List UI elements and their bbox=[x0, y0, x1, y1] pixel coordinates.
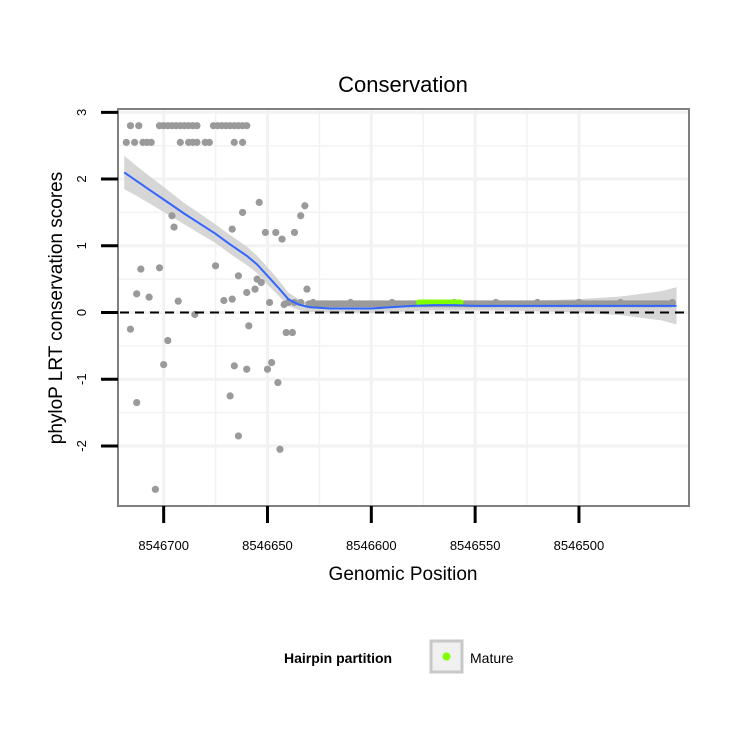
data-point bbox=[135, 122, 143, 130]
smooth-line-layer bbox=[123, 171, 677, 310]
data-point bbox=[268, 358, 276, 367]
x-axis-title: Genomic Position bbox=[329, 564, 478, 585]
data-point bbox=[251, 285, 259, 293]
data-point bbox=[272, 228, 280, 237]
data-point bbox=[297, 212, 305, 220]
smooth-line bbox=[123, 171, 677, 310]
x-tick-label: 8546650 bbox=[242, 538, 293, 553]
x-tick-label: 8546500 bbox=[554, 538, 605, 553]
data-point bbox=[492, 298, 500, 307]
data-point bbox=[151, 485, 159, 493]
data-point bbox=[303, 285, 311, 293]
data-point bbox=[155, 264, 164, 272]
data-point bbox=[133, 398, 141, 407]
data-point bbox=[234, 272, 243, 280]
data-point bbox=[220, 296, 228, 305]
data-point bbox=[288, 328, 297, 337]
data-point bbox=[176, 138, 184, 146]
data-point bbox=[205, 138, 213, 146]
data-point bbox=[276, 445, 284, 453]
legend-label-mature: Mature bbox=[470, 650, 514, 666]
data-point bbox=[131, 138, 139, 146]
data-point bbox=[238, 138, 247, 146]
data-point bbox=[147, 138, 155, 146]
data-point bbox=[346, 298, 355, 307]
data-point bbox=[668, 298, 676, 307]
x-tick-label: 8546550 bbox=[450, 538, 501, 553]
data-point bbox=[265, 298, 274, 307]
data-point bbox=[133, 290, 141, 298]
legend-title: Hairpin partition bbox=[284, 650, 392, 666]
y-tick-label: 2 bbox=[74, 175, 89, 182]
x-tick-label: 8546700 bbox=[138, 538, 189, 553]
y-tick-label: -1 bbox=[74, 373, 89, 385]
data-point bbox=[533, 298, 542, 307]
data-point bbox=[126, 325, 135, 333]
data-point bbox=[274, 378, 282, 387]
chart-title: Conservation bbox=[338, 72, 468, 97]
data-point bbox=[145, 293, 153, 301]
data-point bbox=[282, 328, 290, 337]
data-point bbox=[137, 265, 145, 273]
data-point bbox=[234, 432, 243, 440]
data-point bbox=[228, 295, 236, 303]
data-point bbox=[245, 322, 253, 330]
data-point bbox=[228, 225, 236, 233]
x-axis: 8546700 8546650 8546600 8546550 8546500 bbox=[138, 506, 604, 553]
data-point bbox=[301, 202, 309, 210]
data-point bbox=[122, 138, 130, 146]
legend-key-mature-dot bbox=[442, 652, 451, 661]
panel-border bbox=[117, 108, 690, 507]
data-point bbox=[174, 297, 182, 305]
legend: Hairpin partition Mature bbox=[284, 639, 514, 674]
x-tick-label: 8546600 bbox=[346, 538, 397, 553]
data-point bbox=[226, 392, 234, 400]
data-point bbox=[211, 262, 220, 270]
y-tick-label: -2 bbox=[74, 440, 89, 452]
confidence-ribbon bbox=[124, 155, 677, 325]
data-point bbox=[263, 365, 272, 373]
data-point bbox=[160, 360, 168, 369]
data-point bbox=[230, 138, 238, 146]
y-tick-label: 3 bbox=[74, 109, 89, 116]
y-axis: -2 -1 0 1 2 3 bbox=[74, 109, 118, 452]
data-point bbox=[309, 298, 317, 307]
data-point bbox=[255, 198, 263, 207]
data-point bbox=[238, 208, 247, 217]
data-point bbox=[243, 288, 251, 297]
data-point bbox=[164, 336, 172, 345]
y-tick-label: 0 bbox=[74, 309, 89, 316]
plot-panel bbox=[117, 108, 690, 507]
confidence-ribbon-layer bbox=[124, 155, 677, 325]
data-point bbox=[278, 235, 286, 243]
data-point bbox=[168, 212, 176, 220]
data-point bbox=[193, 138, 201, 146]
data-point bbox=[388, 298, 396, 307]
data-point bbox=[243, 122, 251, 130]
data-point bbox=[575, 298, 583, 307]
data-point bbox=[170, 223, 178, 231]
data-point bbox=[243, 365, 251, 373]
data-point bbox=[290, 228, 299, 237]
data-point bbox=[230, 362, 238, 370]
y-axis-title: phyloP LRT conservation scores bbox=[46, 172, 67, 445]
data-point bbox=[616, 298, 625, 307]
y-tick-label: 1 bbox=[74, 242, 89, 249]
data-point bbox=[261, 228, 270, 237]
data-point bbox=[126, 122, 135, 130]
data-point bbox=[257, 278, 265, 287]
data-point bbox=[193, 122, 201, 130]
